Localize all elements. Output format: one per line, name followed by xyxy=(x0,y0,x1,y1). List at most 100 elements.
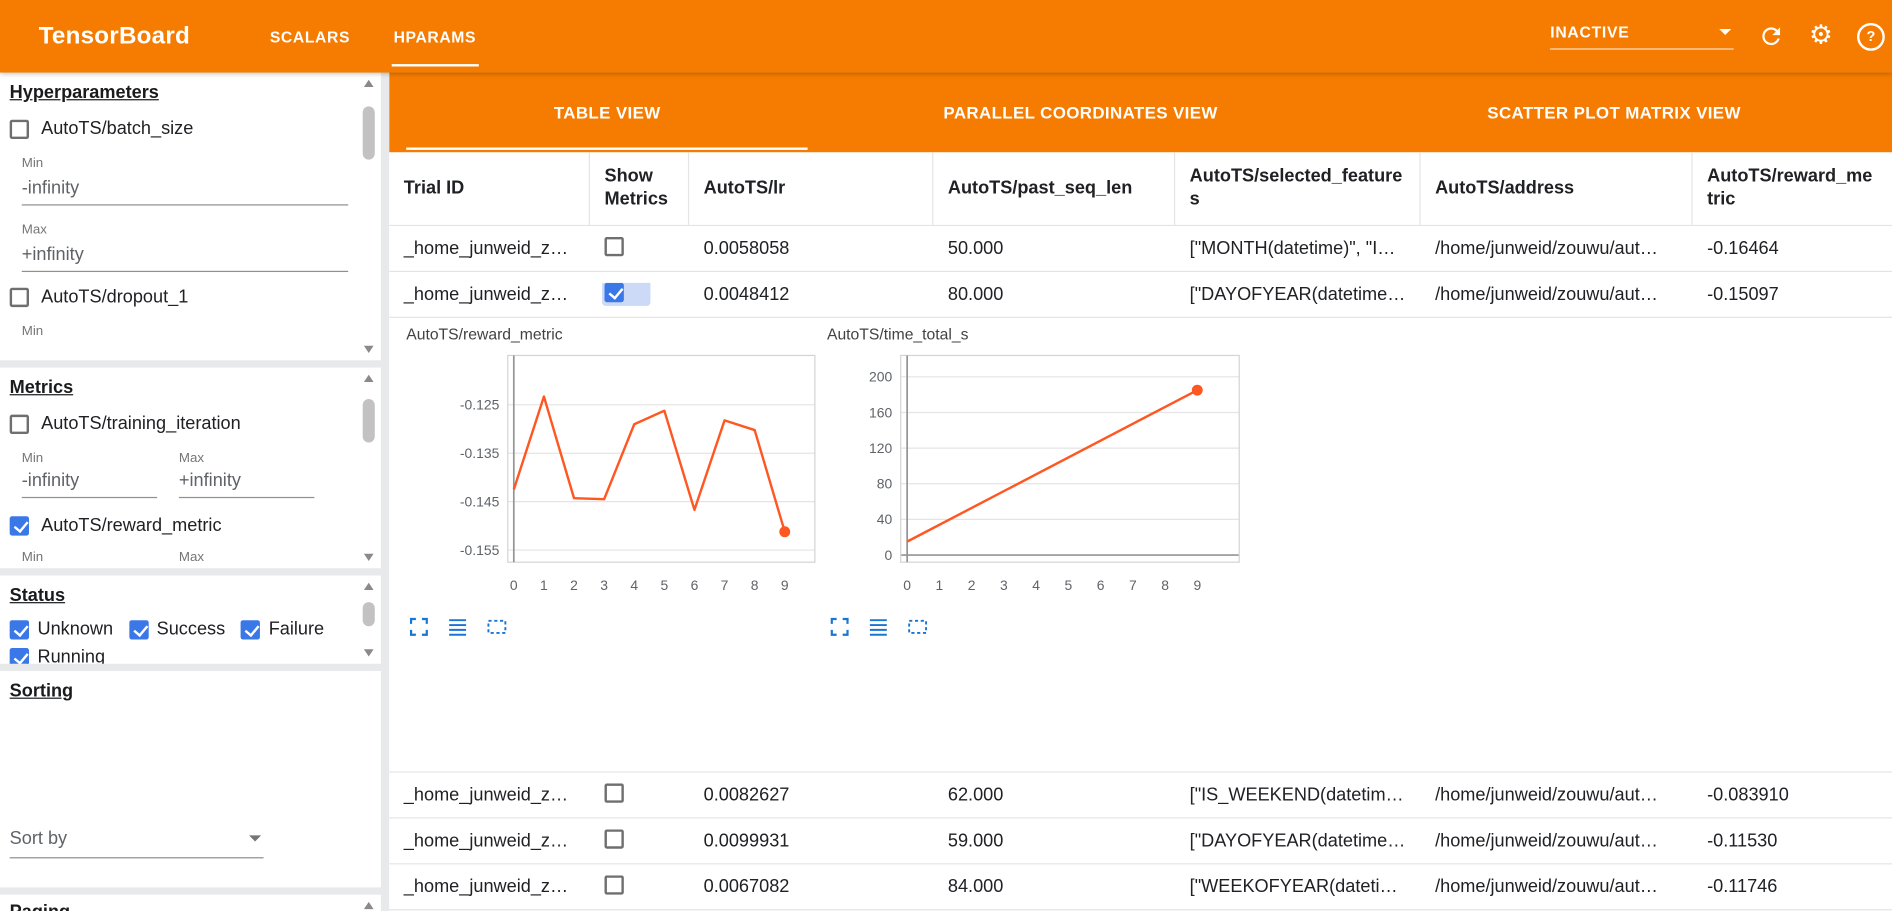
tab-table-view[interactable]: TABLE VIEW xyxy=(389,73,825,153)
trial-id-cell: _home_junweid_z… xyxy=(403,238,569,259)
unknown-checkbox[interactable] xyxy=(9,619,30,639)
min-label: Min xyxy=(21,450,44,466)
status-failure[interactable]: Failure xyxy=(240,619,324,640)
scroll-down-arrow[interactable] xyxy=(363,345,374,354)
selected-features-cell: ["IS_WEEKEND(datetim… xyxy=(1189,784,1404,806)
svg-text:7: 7 xyxy=(1129,577,1137,593)
tab-parallel-coordinates-view[interactable]: PARALLEL COORDINATES VIEW xyxy=(825,73,1336,153)
expand-icon[interactable] xyxy=(829,617,850,638)
status-success[interactable]: Success xyxy=(128,619,226,640)
show-metrics-checkbox[interactable] xyxy=(604,282,624,302)
show-metrics-cell xyxy=(590,828,689,853)
svg-text:-0.155: -0.155 xyxy=(460,542,500,558)
tab-scatter-plot-matrix-view[interactable]: SCATTER PLOT MATRIX VIEW xyxy=(1336,73,1892,153)
max-label: Max xyxy=(21,222,47,237)
col-selected-features: AutoTS/selected_features xyxy=(1175,152,1421,225)
running-checkbox[interactable] xyxy=(9,647,30,664)
scroll-up-arrow[interactable] xyxy=(363,374,374,383)
reward-metric-checkbox[interactable] xyxy=(9,515,30,535)
col-past-seq-len: AutoTS/past_seq_len xyxy=(933,152,1176,225)
metric-training-iteration-row: AutoTS/training_iteration xyxy=(9,413,381,434)
run-status-dropdown[interactable]: INACTIVE xyxy=(1550,23,1735,50)
header-toolbar: INACTIVE ⚙ ? xyxy=(1550,0,1885,73)
paging-section: Paging xyxy=(0,894,381,911)
min-input[interactable]: -infinity xyxy=(21,470,158,499)
paging-heading: Paging xyxy=(10,902,381,911)
batch-size-checkbox[interactable] xyxy=(9,119,30,139)
show-metrics-checkbox[interactable] xyxy=(604,874,624,895)
max-label: Max xyxy=(178,550,205,565)
marquee-zoom-icon[interactable] xyxy=(907,617,930,638)
trial-id-cell: _home_junweid_z… xyxy=(403,284,569,305)
tab-scatter-plot-matrix-label: SCATTER PLOT MATRIX VIEW xyxy=(1487,102,1741,123)
scrollbar-thumb[interactable] xyxy=(362,398,375,443)
expand-icon[interactable] xyxy=(409,617,430,638)
max-input[interactable]: +infinity xyxy=(178,470,315,499)
gear-icon[interactable]: ⚙ xyxy=(1808,20,1833,51)
sort-by-select[interactable]: Sort by xyxy=(9,828,264,859)
hyperparameters-section: Hyperparameters AutoTS/batch_size Min -i… xyxy=(0,72,381,361)
min-label: Min xyxy=(21,550,44,565)
tab-table-view-label: TABLE VIEW xyxy=(553,102,661,123)
time-total-chart[interactable]: 0 40 80 120 160 200 0 1 2 3 4 5 6 7 8 9 xyxy=(825,346,1246,602)
dropout-label: AutoTS/dropout_1 xyxy=(41,286,189,308)
show-metrics-checkbox[interactable] xyxy=(604,236,624,256)
hparam-batch-size-row: AutoTS/batch_size xyxy=(9,118,381,140)
show-metrics-cell xyxy=(590,282,689,306)
scroll-down-arrow[interactable] xyxy=(363,649,374,657)
batch-size-label: AutoTS/batch_size xyxy=(41,118,194,140)
svg-text:3: 3 xyxy=(1000,577,1008,593)
min-input[interactable]: -infinity xyxy=(21,178,349,206)
past-seq-len-cell: 80.000 xyxy=(947,284,1004,305)
scroll-up-arrow[interactable] xyxy=(363,582,374,590)
svg-text:120: 120 xyxy=(869,440,892,456)
svg-text:1: 1 xyxy=(540,577,548,593)
sorting-section: Sorting Sort by Direction xyxy=(0,670,381,888)
list-icon[interactable] xyxy=(447,617,468,638)
scroll-up-arrow[interactable] xyxy=(363,901,374,910)
max-input[interactable]: +infinity xyxy=(21,244,349,273)
tab-hparams[interactable]: HPARAMS xyxy=(372,0,498,73)
scrollbar-thumb[interactable] xyxy=(362,106,375,160)
tab-scalars[interactable]: SCALARS xyxy=(248,0,372,73)
help-icon[interactable]: ? xyxy=(1857,22,1885,51)
sort-by-value: Sort by xyxy=(9,828,68,849)
show-metrics-checkbox[interactable] xyxy=(604,828,624,849)
scrollbar-thumb[interactable] xyxy=(362,602,375,627)
svg-text:9: 9 xyxy=(1193,577,1201,593)
address-cell: /home/junweid/zouwu/aut… xyxy=(1435,876,1658,898)
list-icon[interactable] xyxy=(868,617,889,638)
top-nav: SCALARS HPARAMS xyxy=(248,0,498,73)
paging-scrollbar[interactable] xyxy=(363,899,376,911)
success-checkbox[interactable] xyxy=(128,619,149,639)
chart-toolbar xyxy=(409,617,818,638)
svg-text:40: 40 xyxy=(877,511,893,527)
chart-toolbar xyxy=(829,617,1245,638)
dropout-checkbox[interactable] xyxy=(9,287,30,307)
scroll-up-arrow[interactable] xyxy=(363,79,374,88)
success-label: Success xyxy=(156,619,226,640)
svg-text:-0.135: -0.135 xyxy=(460,445,500,461)
hyperparameters-heading: Hyperparameters xyxy=(9,82,159,103)
marquee-zoom-icon[interactable] xyxy=(486,617,509,638)
scroll-down-arrow[interactable] xyxy=(363,553,374,561)
lr-cell: 0.0067082 xyxy=(703,876,790,898)
past-seq-len-cell: 84.000 xyxy=(947,876,1004,898)
status-unknown[interactable]: Unknown xyxy=(9,619,113,640)
training-iteration-checkbox[interactable] xyxy=(9,414,30,434)
refresh-icon[interactable] xyxy=(1758,23,1785,50)
svg-text:8: 8 xyxy=(751,577,759,593)
metrics-scrollbar[interactable] xyxy=(362,372,376,563)
status-scrollbar[interactable] xyxy=(362,580,376,659)
failure-checkbox[interactable] xyxy=(240,619,261,639)
show-metrics-checkbox[interactable] xyxy=(604,782,624,803)
sidebar: Hyperparameters AutoTS/batch_size Min -i… xyxy=(0,72,390,911)
svg-text:6: 6 xyxy=(691,577,699,593)
status-running[interactable]: Running xyxy=(9,646,106,664)
show-metrics-cell xyxy=(590,874,689,899)
hyperparameters-scrollbar[interactable] xyxy=(362,77,376,355)
trial-id-cell: _home_junweid_z… xyxy=(403,830,569,852)
table-rows-bottom: _home_junweid_z… 0.0082627 62.000 ["IS_WEEK… xyxy=(389,772,1892,911)
running-label: Running xyxy=(37,646,106,664)
reward-metric-chart[interactable]: -0.125 -0.135 -0.145 -0.155 0 1 2 3 4 5 6 7 8 9 xyxy=(404,346,817,602)
